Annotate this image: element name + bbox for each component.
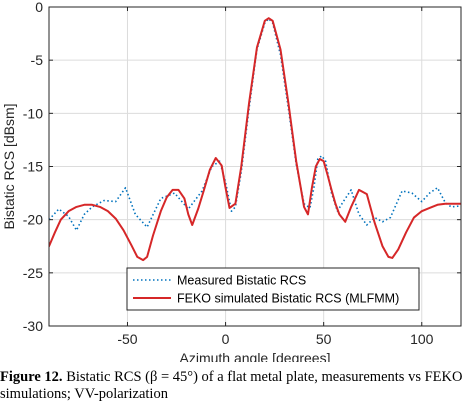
y-axis-label: Bistatic RCS [dBsm] [1,103,17,229]
y-tick-label: -20 [23,212,43,228]
y-tick-label: -25 [23,265,43,281]
x-tick-label: 0 [222,331,230,347]
axis-ticks: -50 0 50 100 0 -5 -10 -15 -20 -25 -30 [23,0,461,347]
x-tick-label: 100 [410,331,434,347]
legend-box [126,267,420,311]
y-tick-label: -5 [31,52,44,68]
x-tick-label: -50 [117,331,137,347]
series-lines [49,17,461,262]
x-axis-label: Azimuth angle [degrees] [180,350,331,362]
legend-label: FEKO simulated Bistatic RCS (MLFMM) [177,292,399,306]
legend-label: Measured Bistatic RCS [177,274,306,288]
y-tick-label: -10 [23,105,43,121]
bistatic-rcs-chart: -50 0 50 100 0 -5 -10 -15 -20 -25 -30 Azimuth angl… [1,0,462,362]
caption-text: Bistatic RCS (β = 45°) of a flat metal p… [62,369,463,385]
caption-text-line2: simulations; VV-polarization [0,386,168,402]
x-tick-label: 50 [316,331,332,347]
y-tick-label: -15 [23,159,43,175]
series-line-feko [49,17,461,262]
y-tick-label: -30 [23,318,43,334]
figure-caption: Figure 12. Bistatic RCS (β = 45°) of a f… [0,369,474,403]
caption-label: Figure 12. [0,369,63,385]
legend: Measured Bistatic RCS FEKO simulated Bist… [126,267,420,311]
y-tick-label: 0 [35,0,43,15]
